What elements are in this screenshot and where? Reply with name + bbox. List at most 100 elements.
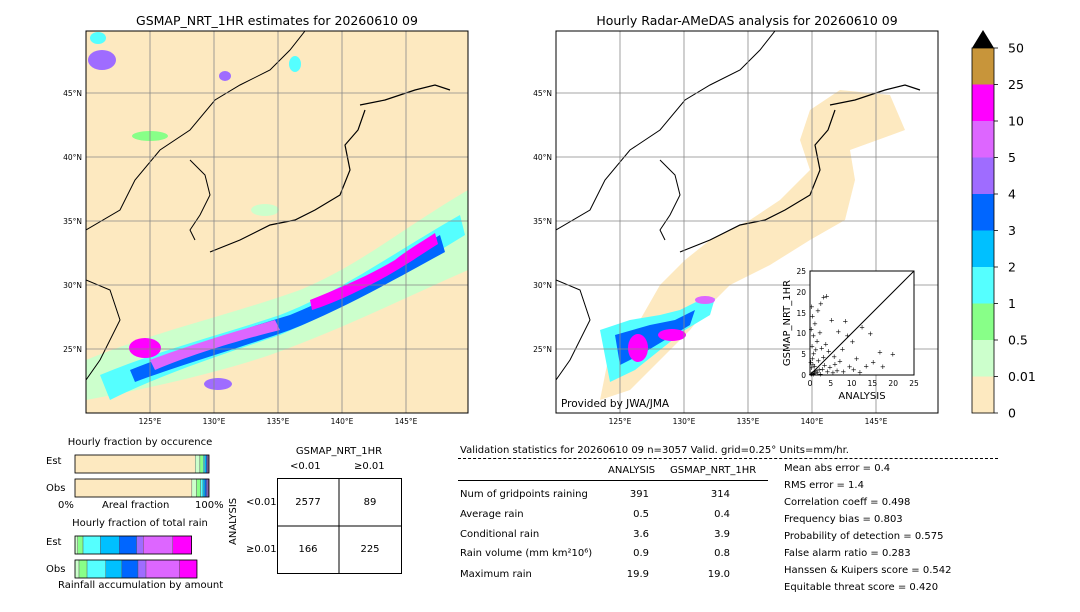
scatter-x-tick: 20 (888, 379, 898, 388)
left-rain-cell (88, 50, 116, 70)
scatter-point: + (812, 320, 818, 328)
left-rain-cell (129, 338, 161, 358)
scatter-point: + (813, 346, 819, 354)
score-line: Mean abs error = 0.4 (784, 463, 891, 474)
score-line: RMS error = 1.4 (784, 480, 864, 491)
occurence-bars (74, 454, 210, 498)
scatter-point: + (830, 369, 836, 377)
occurence-x-tick: 0% (58, 500, 74, 511)
stacked-bar-segment (119, 535, 137, 555)
validation-col-analysis: ANALYSIS (608, 465, 656, 476)
score-line: Frequency bias = 0.803 (784, 514, 903, 525)
scatter-point: + (825, 368, 831, 376)
stacked-bar-segment (200, 478, 204, 498)
colorbar-swatch (972, 121, 994, 158)
scatter-point: + (849, 338, 855, 346)
scatter-x-tick: 10 (847, 379, 857, 388)
left-coast-hokkaido (359, 84, 451, 106)
stacked-bar-segment (78, 559, 88, 579)
stat-label: Num of gridpoints raining (460, 489, 588, 500)
right-rain-cell (695, 296, 715, 304)
total-rain-row-label: Obs (46, 564, 66, 575)
contingency-cell: 2577 (295, 497, 321, 508)
scatter-point: + (808, 326, 814, 334)
right-coast-asia (556, 31, 776, 231)
stacked-bar-segment (204, 454, 207, 474)
scatter-x-tick: 15 (868, 379, 878, 388)
score-line: Equitable threat score = 0.420 (784, 582, 939, 593)
right-lat-label: 25°N (533, 345, 552, 354)
contingency-grid (277, 478, 402, 574)
total-rain-bars (74, 535, 198, 579)
stat-analysis: 0.5 (633, 509, 649, 520)
scatter-point: + (847, 363, 853, 371)
left-map: 45°N 40°N 35°N 30°N 25°N 125°E 130°E 135… (63, 30, 469, 426)
total-rain-row-label: Est (46, 537, 62, 548)
colorbar-swatch (972, 230, 994, 268)
scatter-point: + (820, 365, 826, 373)
scatter-point: + (845, 332, 851, 340)
scatter-point: + (824, 292, 830, 300)
left-map-title: GSMAP_NRT_1HR estimates for 20260610 09 (136, 13, 418, 28)
left-rain-cell (204, 378, 232, 390)
left-lat-label: 45°N (63, 89, 82, 98)
contingency-title: GSMAP_NRT_1HR (295, 446, 383, 457)
stat-label: Conditional rain (460, 529, 540, 540)
scatter-points: ++++++++++++++++++++++++++++++++++++ ++++… (808, 292, 896, 378)
scatter-point: + (823, 340, 829, 348)
scatter-y-tick: 25 (796, 267, 806, 276)
stacked-bar-segment (137, 559, 147, 579)
scatter-point: + (812, 362, 818, 370)
stacked-bar-segment (121, 559, 139, 579)
scatter-point: + (810, 355, 816, 363)
scatter-point: + (810, 332, 816, 340)
stat-gsmap: 19.0 (707, 569, 730, 580)
scatter-y-tick: 5 (801, 350, 806, 359)
scatter-y-tick: 20 (796, 288, 806, 297)
scatter-point: + (812, 369, 818, 377)
stat-analysis: 0.9 (633, 548, 649, 559)
scatter-point: + (815, 307, 821, 315)
scatter-point: + (851, 366, 857, 374)
scatter-point: + (842, 317, 848, 325)
scatter-point: + (826, 347, 832, 355)
stacked-bar-segment (196, 478, 201, 498)
right-lon-label: 140°E (801, 417, 824, 426)
stacked-bar-segment (202, 478, 206, 498)
colorbar-swatch (972, 48, 994, 85)
validation-header: Validation statistics for 20260610 09 n=… (460, 445, 849, 456)
colorbar-labels: 50 25 10 5 4 3 2 1 0.5 0.01 0 (994, 41, 1035, 420)
right-coast-hokkaido (829, 84, 921, 106)
score-line: False alarm ratio = 0.283 (784, 548, 911, 559)
right-coast-korea (659, 159, 681, 241)
stacked-bar-segment (86, 559, 107, 579)
scatter-point: + (863, 362, 869, 370)
scatter-point: + (819, 344, 825, 352)
scatter-point: + (831, 353, 837, 361)
stat-analysis: 19.9 (626, 569, 649, 580)
scatter-point: + (811, 350, 817, 358)
scatter-point: + (834, 367, 840, 375)
scatter-point: + (815, 357, 821, 365)
colorbar: 50 25 10 5 4 3 2 1 0.5 0.01 0 (971, 30, 1035, 420)
scatter-point: + (829, 317, 835, 325)
stacked-bar-segment (74, 535, 78, 555)
colorbar-arrow (972, 30, 994, 48)
right-lat-label: 35°N (533, 217, 552, 226)
left-rain-cell (90, 32, 106, 44)
scatter-y-tick: 15 (796, 309, 806, 318)
scatter-point: + (816, 366, 822, 374)
scatter-point: + (814, 337, 820, 345)
right-map-frame (555, 30, 939, 414)
scatter-point: + (840, 346, 846, 354)
left-map-frame (85, 30, 469, 414)
stacked-bar-segment (143, 535, 174, 555)
validation-divider (458, 458, 998, 459)
total-rain-x-label: Rainfall accumulation by amount (58, 580, 224, 591)
left-coast-japan (209, 109, 366, 253)
contingency-cell: 166 (298, 544, 318, 555)
stat-analysis: 391 (629, 489, 649, 500)
stat-gsmap: 0.8 (714, 548, 730, 559)
scatter-point: + (810, 370, 816, 378)
